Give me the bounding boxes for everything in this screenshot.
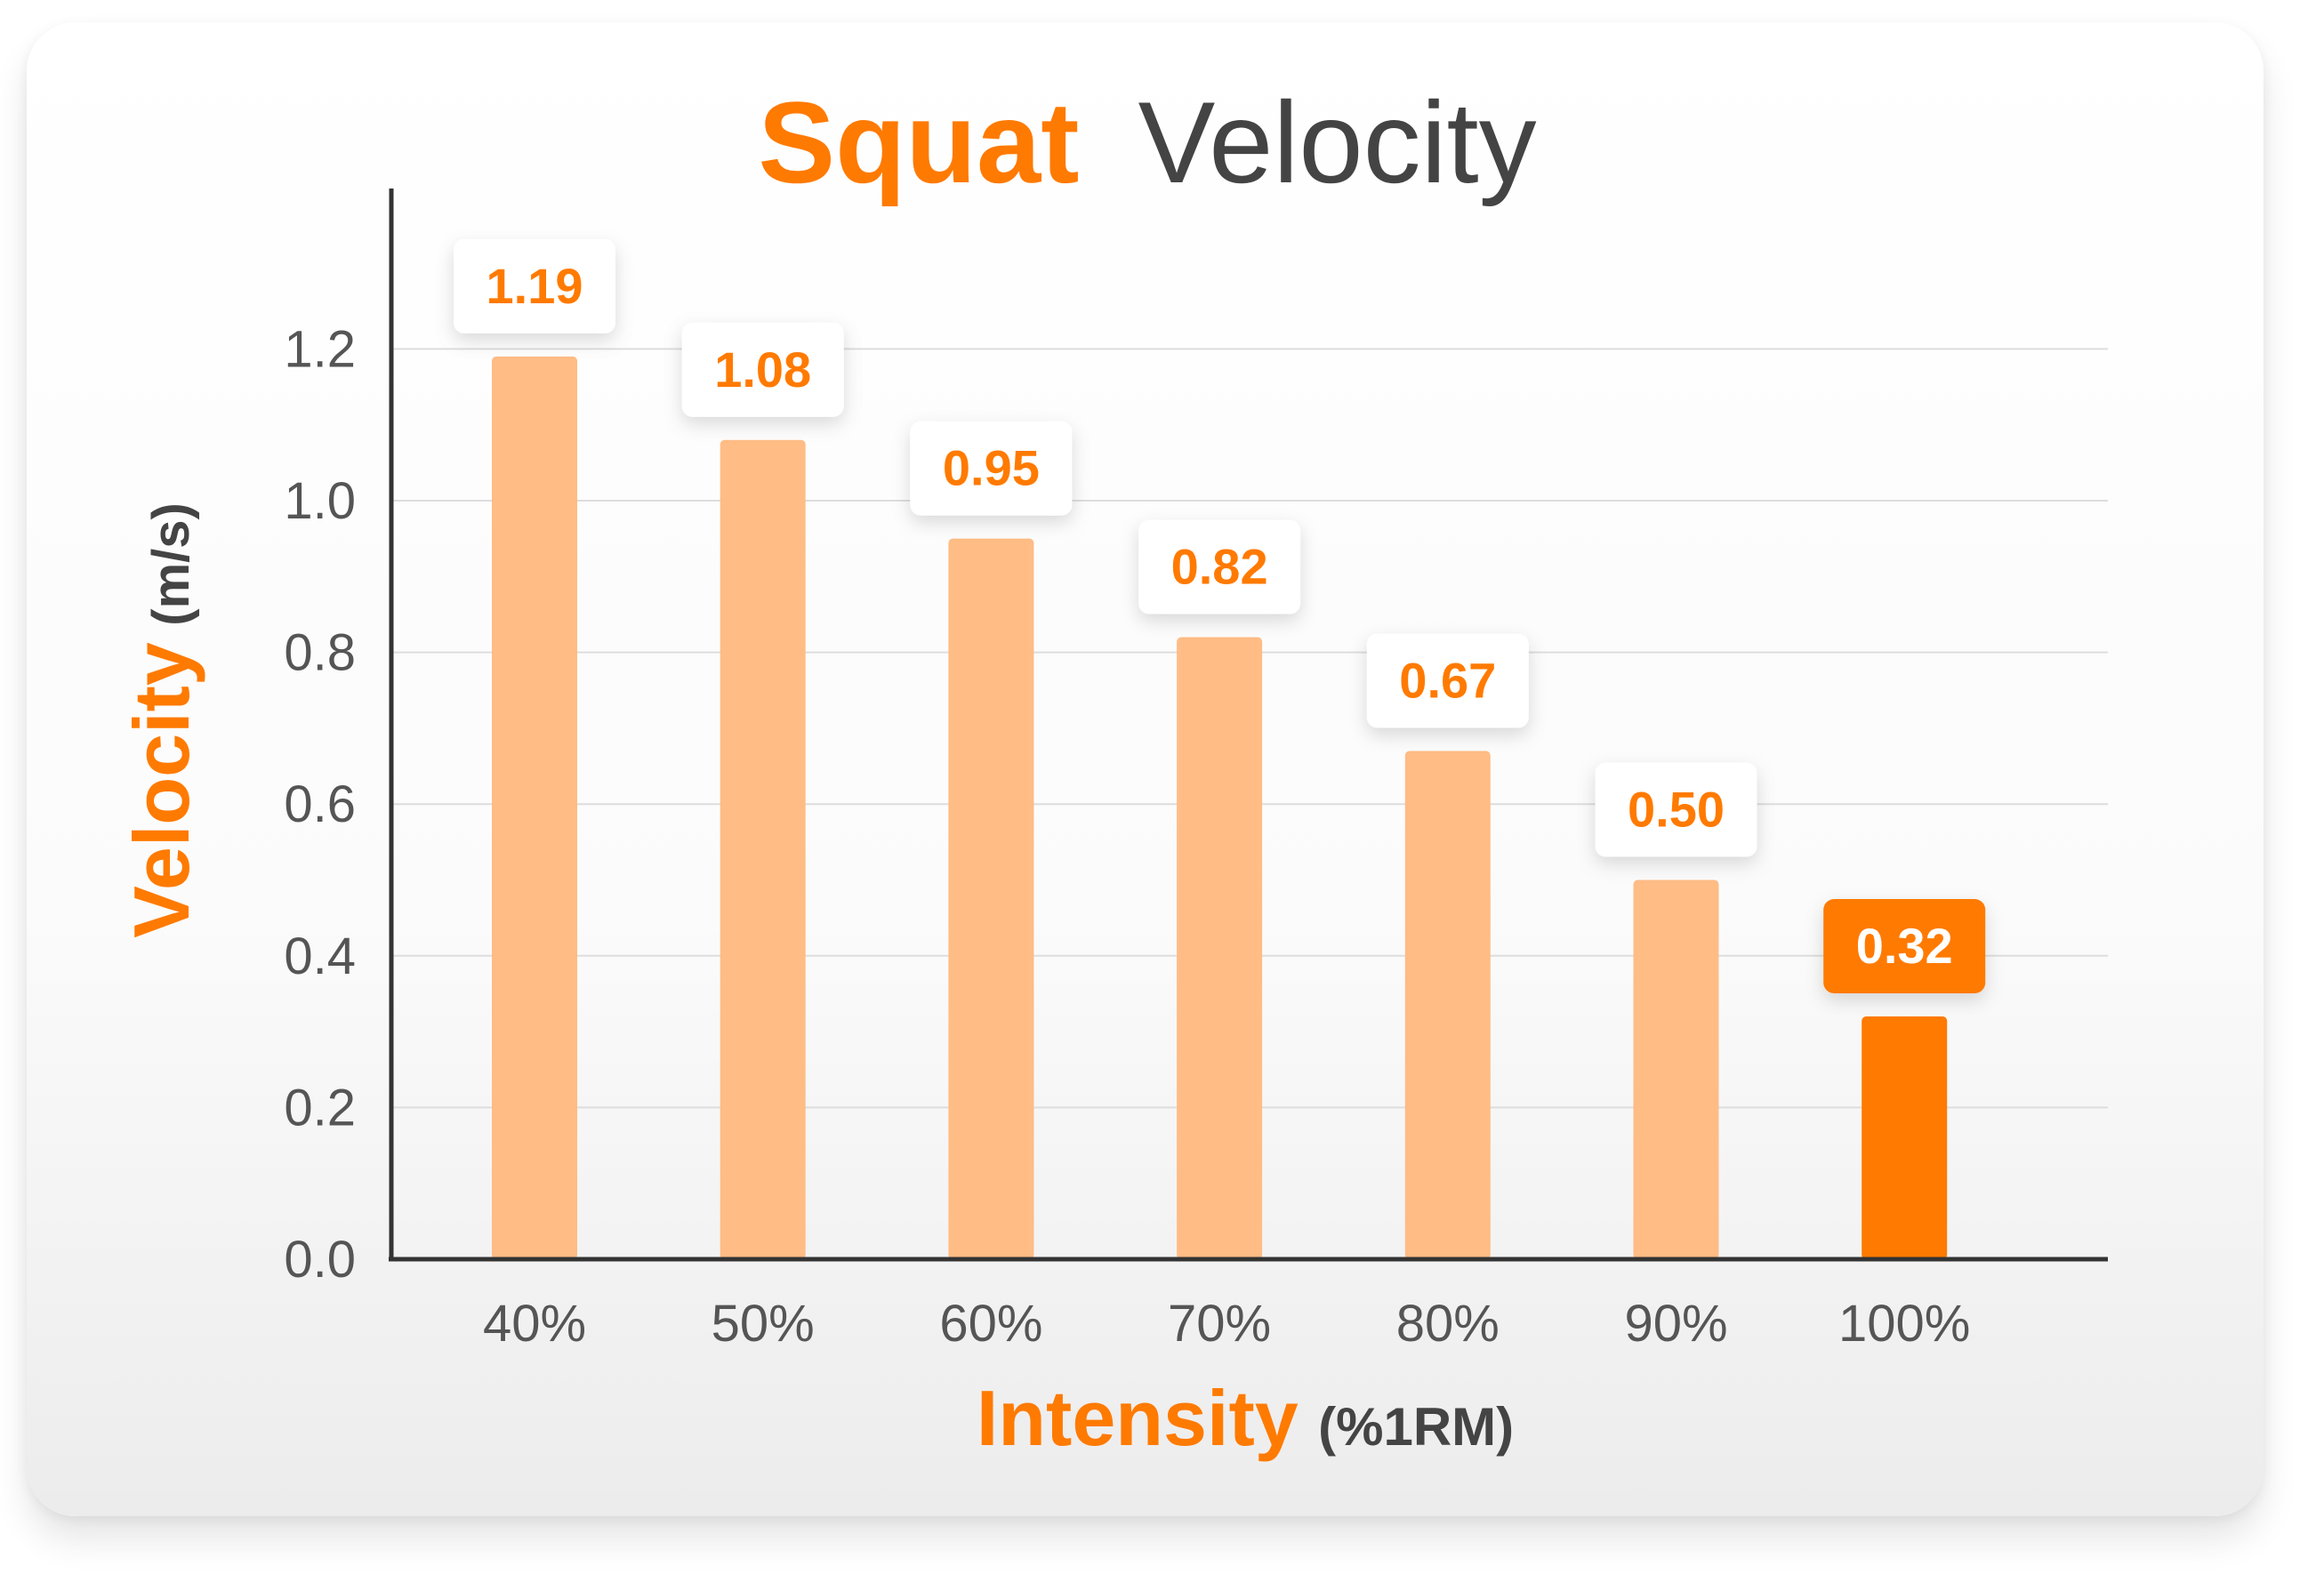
value-label-text: 0.50 xyxy=(1628,782,1725,838)
x-axis-title: Intensity (%1RM) xyxy=(977,1374,1514,1462)
bar xyxy=(948,538,1034,1259)
value-labels: 1.19 1.08 0.95 0.82 0.67 0.50 0.32 xyxy=(454,238,1986,994)
value-label: 0.32 xyxy=(1823,899,1986,994)
chart-title-rest: Velocity xyxy=(1138,77,1537,207)
bar xyxy=(1633,879,1719,1259)
x-axis-title-main: Intensity xyxy=(977,1374,1299,1462)
x-tick-labels: 40% 50% 60% 70% 80% 90% 100% xyxy=(483,1295,1970,1353)
chart-title: Squat Velocity xyxy=(758,77,1536,207)
value-label-text: 0.95 xyxy=(943,440,1040,496)
x-tick-label: 90% xyxy=(1624,1295,1727,1353)
y-axis-title: Velocity (m/s) xyxy=(117,502,205,938)
value-label: 0.50 xyxy=(1595,762,1757,857)
value-label-text: 0.82 xyxy=(1171,539,1268,595)
y-tick-label: 0.0 xyxy=(284,1231,356,1289)
y-tick-label: 0.2 xyxy=(284,1079,356,1136)
value-label: 0.82 xyxy=(1138,519,1301,614)
x-tick-label: 50% xyxy=(712,1295,815,1353)
value-label-box xyxy=(1366,633,1529,728)
y-tick-label: 0.4 xyxy=(284,928,356,985)
value-label-box xyxy=(1823,899,1986,994)
x-tick-label: 40% xyxy=(483,1295,586,1353)
bar xyxy=(492,356,577,1259)
y-axis-title-unit: (m/s) xyxy=(142,502,200,626)
value-label-text: 1.19 xyxy=(487,258,583,314)
x-axis-title-unit: (%1RM) xyxy=(1318,1397,1514,1457)
bar xyxy=(1177,637,1263,1259)
value-label: 1.08 xyxy=(681,322,844,417)
y-tick-label: 0.6 xyxy=(284,775,356,833)
x-tick-label: 80% xyxy=(1396,1295,1500,1353)
value-label-box xyxy=(1595,762,1757,857)
y-tick-label: 1.2 xyxy=(284,320,356,378)
y-axis-title-main: Velocity xyxy=(117,642,205,938)
bar xyxy=(1404,751,1491,1259)
bar xyxy=(1862,1016,1948,1259)
y-tick-labels: 0.0 0.2 0.4 0.6 0.8 1.0 1.2 xyxy=(284,320,356,1289)
bar xyxy=(720,439,806,1259)
value-label-text: 1.08 xyxy=(714,341,811,398)
value-label-box xyxy=(454,238,615,333)
value-label-box xyxy=(910,421,1073,516)
value-label: 0.95 xyxy=(910,421,1073,516)
value-label-text: 0.32 xyxy=(1856,918,1953,974)
bars xyxy=(492,356,1948,1259)
value-label-box xyxy=(1138,519,1301,614)
value-label: 1.19 xyxy=(454,238,615,333)
value-label: 0.67 xyxy=(1366,633,1529,728)
y-tick-label: 0.8 xyxy=(284,624,356,682)
chart-card xyxy=(27,22,2264,1516)
value-label-text: 0.67 xyxy=(1399,652,1496,708)
x-tick-label: 60% xyxy=(939,1295,1042,1353)
value-label-box xyxy=(681,322,844,417)
x-tick-label: 100% xyxy=(1838,1295,1970,1353)
chart-title-highlight: Squat xyxy=(758,77,1079,207)
y-tick-label: 1.0 xyxy=(284,472,356,530)
x-tick-label: 70% xyxy=(1168,1295,1271,1353)
